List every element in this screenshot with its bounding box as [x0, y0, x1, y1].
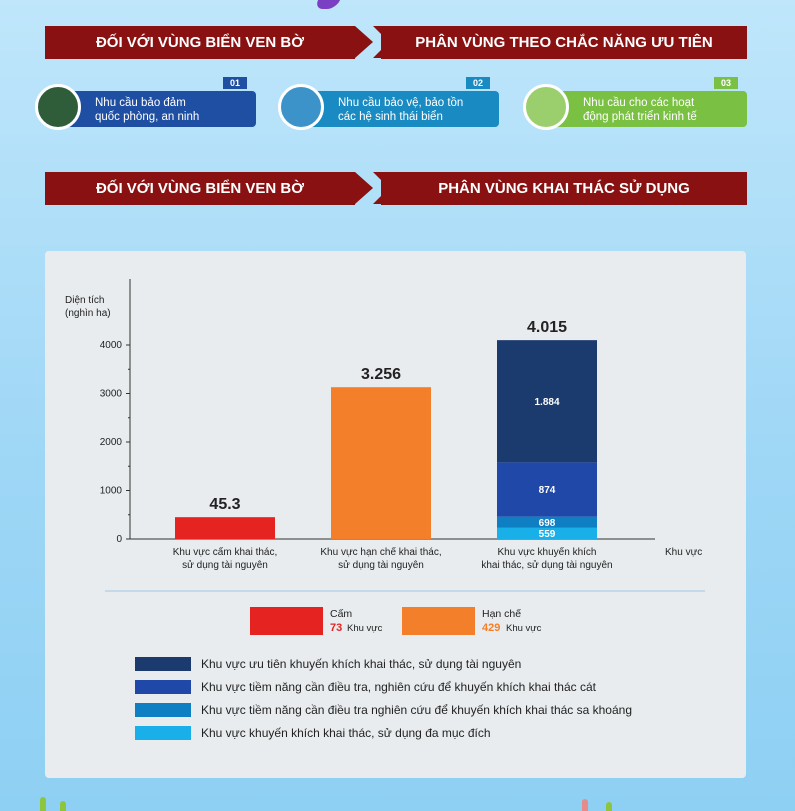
count-title: Hạn chế [482, 608, 521, 620]
ecosystem-icon [278, 84, 324, 130]
legend-swatch [135, 657, 191, 671]
bar-segment [331, 387, 431, 539]
card-defense: 01 Nhu cầu bảo đảm quốc phòng, an ninh [35, 77, 256, 130]
card-text: Nhu cầu bảo vệ, bảo tồn các hệ sinh thái… [338, 96, 463, 124]
count-title: Cấm [330, 608, 352, 620]
oil-rig-icon [523, 84, 569, 130]
x-category-label: Khu vực khuyến khích [498, 546, 597, 558]
count-swatch [402, 607, 475, 635]
y-axis-label: Diện tích [65, 295, 104, 306]
bar-total-label: 3.256 [361, 366, 401, 383]
legend-swatch [135, 680, 191, 694]
legend-label: Khu vực tiềm năng cần điều tra nghiên cứ… [201, 703, 632, 717]
legend-label: Khu vực ưu tiên khuyến khích khai thác, … [201, 657, 521, 671]
card-line1: Nhu cầu cho các hoạt [583, 97, 695, 109]
count-number: 73 [330, 622, 342, 634]
x-category-label: sử dụng tài nguyên [182, 559, 268, 571]
card-economy: 03 Nhu cầu cho các hoạt động phát triển … [523, 77, 747, 130]
x-category-label: Khu vực hạn chế khai thác, [320, 546, 441, 558]
card-line2: các hệ sinh thái biển [338, 111, 443, 123]
x-category-label: sử dụng tài nguyên [338, 559, 424, 571]
soldier-icon [35, 84, 81, 130]
y-tick-label: 4000 [100, 340, 123, 351]
y-tick-label: 2000 [100, 437, 123, 448]
bar-total-label: 4.015 [527, 319, 567, 336]
x-category-label: khai thác, sử dụng tài nguyên [481, 559, 612, 571]
card-ecosystem: 02 Nhu cầu bảo vệ, bảo tồn các hệ sinh t… [278, 77, 499, 130]
legend-label: Khu vực khuyến khích khai thác, sử dụng … [201, 726, 491, 740]
banner-right-label: PHÂN VÙNG THEO CHẮC NĂNG ƯU TIÊN [381, 26, 747, 59]
banner-right-label: PHÂN VÙNG KHAI THÁC SỬ DỤNG [381, 172, 747, 205]
x-category-label: Khu vực cấm khai thác, [173, 546, 278, 558]
banner-left-label: ĐỐI VỚI VÙNG BIỂN VEN BỜ [45, 172, 355, 205]
card-line2: quốc phòng, an ninh [95, 111, 200, 123]
chart-panel: Diện tích (nghìn ha) 0 1000 2000 3000 4000 45.3… [45, 251, 746, 778]
bar-segment [175, 517, 275, 539]
bar-segment-label: 698 [539, 518, 556, 529]
card-text: Nhu cầu bảo đảm quốc phòng, an ninh [95, 96, 199, 124]
bar-segment-label: 559 [539, 529, 556, 540]
banner-arrow [355, 172, 373, 204]
bar-segment [497, 516, 597, 528]
legend-label: Khu vực tiềm năng cần điều tra, nghiên c… [201, 680, 597, 694]
grass-decoration [582, 799, 588, 811]
card-text: Nhu cầu cho các hoạt động phát triển kin… [583, 96, 697, 124]
grass-decoration [606, 802, 612, 811]
banner-arrow [355, 26, 373, 58]
y-tick-label: 1000 [100, 486, 123, 497]
x-axis-label: Khu vực [665, 547, 702, 558]
count-unit: Khu vực [347, 623, 383, 634]
bar-segment-label: 1.884 [534, 397, 559, 408]
count-unit: Khu vực [506, 623, 542, 634]
card-number: 03 [714, 77, 738, 89]
banner-functional-zoning: ĐỐI VỚI VÙNG BIỂN VEN BỜ PHÂN VÙNG THEO … [45, 26, 747, 59]
banner-left-label: ĐỐI VỚI VÙNG BIỂN VEN BỜ [45, 26, 355, 59]
bar-segment [497, 527, 597, 539]
card-line1: Nhu cầu bảo vệ, bảo tồn [338, 97, 464, 109]
grass-decoration [60, 801, 66, 811]
y-tick-label: 3000 [100, 389, 123, 400]
y-axis-label: (nghìn ha) [65, 308, 111, 319]
bar-total-label: 45.3 [209, 496, 240, 513]
bar-segment [497, 340, 597, 463]
grass-decoration [40, 797, 46, 811]
top-decoration [313, 0, 341, 9]
bar-segment-label: 874 [539, 485, 556, 496]
bar-chart: Diện tích (nghìn ha) 0 1000 2000 3000 4000 45.3… [65, 279, 705, 740]
y-tick-label: 0 [116, 534, 122, 545]
card-line2: động phát triển kinh tế [583, 111, 697, 123]
count-swatch [250, 607, 323, 635]
card-number: 01 [223, 77, 247, 89]
card-line1: Nhu cầu bảo đảm [95, 97, 186, 109]
legend-swatch [135, 703, 191, 717]
bar-segment [497, 462, 597, 517]
card-number: 02 [466, 77, 490, 89]
count-number: 429 [482, 622, 500, 634]
legend-swatch [135, 726, 191, 740]
banner-exploitation-zoning: ĐỐI VỚI VÙNG BIỂN VEN BỜ PHÂN VÙNG KHAI … [45, 172, 747, 205]
